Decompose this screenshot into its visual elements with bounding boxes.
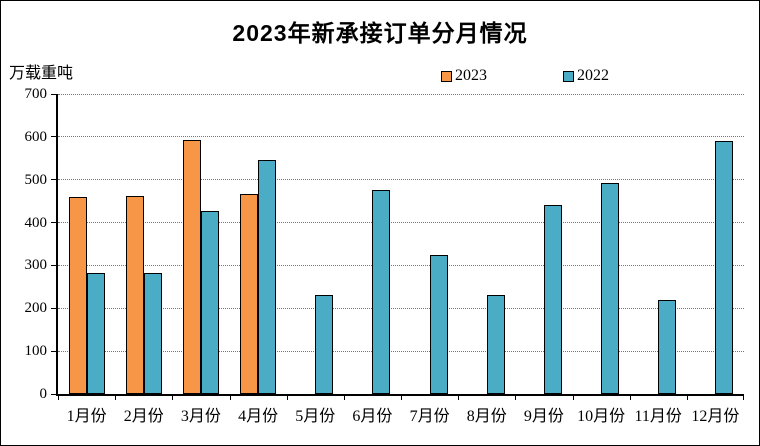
x-tick-2	[172, 396, 174, 400]
y-tick-label-600: 600	[24, 128, 48, 145]
bar-2022-2月份	[143, 272, 162, 394]
gridline-700	[58, 93, 744, 95]
y-tick-label-400: 400	[24, 214, 48, 231]
x-label-6: 6月份	[352, 408, 393, 425]
bar-2022-8月份	[486, 294, 505, 394]
x-tick-7	[458, 396, 460, 400]
gridline-400	[58, 222, 744, 224]
bar-2022-7月份	[429, 254, 448, 394]
x-tick-12	[743, 396, 744, 400]
y-tick-label-700: 700	[24, 86, 48, 102]
legend-swatch-2023	[441, 70, 452, 82]
legend-entry-2023: 2023	[441, 67, 487, 85]
x-tick-6	[401, 396, 402, 400]
legend-label-2023: 2023	[455, 67, 487, 84]
x-axis-line	[56, 394, 744, 396]
x-label-9: 9月份	[523, 408, 564, 425]
bar-2022-10月份	[601, 182, 620, 394]
bar-2022-6月份	[372, 189, 391, 394]
y-tick-200	[51, 307, 56, 309]
x-tick-4	[286, 396, 288, 400]
y-axis-unit-label: 万载重吨	[9, 65, 74, 82]
y-tick-label-300: 300	[24, 257, 48, 274]
gridline-500	[58, 179, 744, 181]
legend: 2023 2022	[441, 67, 609, 85]
y-tick-700	[51, 93, 56, 95]
y-tick-500	[51, 179, 56, 181]
legend-swatch-2022	[563, 70, 574, 82]
gridline-600	[58, 136, 744, 138]
bar-2023-2月份	[125, 196, 144, 394]
x-tick-0	[58, 396, 59, 400]
x-tick-11	[686, 396, 688, 400]
x-tick-9	[572, 396, 574, 400]
x-label-4: 4月份	[238, 408, 279, 425]
y-tick-300	[51, 264, 56, 266]
bar-2022-11月份	[658, 299, 677, 394]
x-label-3: 3月份	[180, 408, 221, 425]
y-axis-line	[56, 94, 58, 394]
x-label-12: 12月份	[691, 408, 740, 425]
x-label-7: 7月份	[409, 408, 450, 425]
legend-label-2022: 2022	[577, 67, 609, 84]
x-tick-10	[629, 396, 631, 400]
legend-entry-2022: 2022	[563, 67, 609, 85]
y-tick-100	[51, 350, 56, 352]
x-tick-1	[115, 396, 117, 400]
bar-2023-3月份	[182, 139, 201, 394]
x-label-10: 10月份	[577, 408, 626, 425]
plot-area: 0 100 200 300 400 500 600 700 1月份 2月份 3月份 4月份 5月份 6月份…	[25, 86, 744, 425]
gridline-100	[58, 350, 744, 352]
x-label-8: 8月份	[466, 408, 507, 425]
y-tick-label-500: 500	[24, 171, 48, 188]
bar-2022-5月份	[315, 295, 334, 394]
bar-2022-12月份	[715, 140, 734, 394]
x-tick-3	[229, 396, 231, 400]
y-tick-label-0: 0	[39, 386, 48, 402]
y-tick-0	[51, 393, 56, 395]
bar-2023-4月份	[240, 194, 259, 394]
y-tick-label-100: 100	[24, 343, 48, 360]
bar-2022-4月份	[258, 159, 277, 394]
x-label-1: 1月份	[66, 408, 107, 425]
y-tick-400	[51, 222, 56, 224]
y-tick-label-200: 200	[24, 300, 48, 317]
gridline-300	[58, 264, 744, 266]
bar-2022-9月份	[543, 205, 562, 394]
gridline-200	[58, 307, 744, 309]
x-label-2: 2月份	[123, 408, 164, 425]
x-label-11: 11月份	[634, 408, 682, 425]
y-tick-600	[51, 136, 56, 138]
x-tick-5	[343, 396, 345, 400]
bar-2023-1月份	[68, 196, 87, 394]
bar-2022-1月份	[86, 273, 105, 394]
x-label-5: 5月份	[295, 408, 336, 425]
bar-2022-3月份	[200, 210, 219, 394]
x-tick-8	[515, 396, 517, 400]
chart-title: 2023年新承接订单分月情况	[232, 20, 528, 46]
